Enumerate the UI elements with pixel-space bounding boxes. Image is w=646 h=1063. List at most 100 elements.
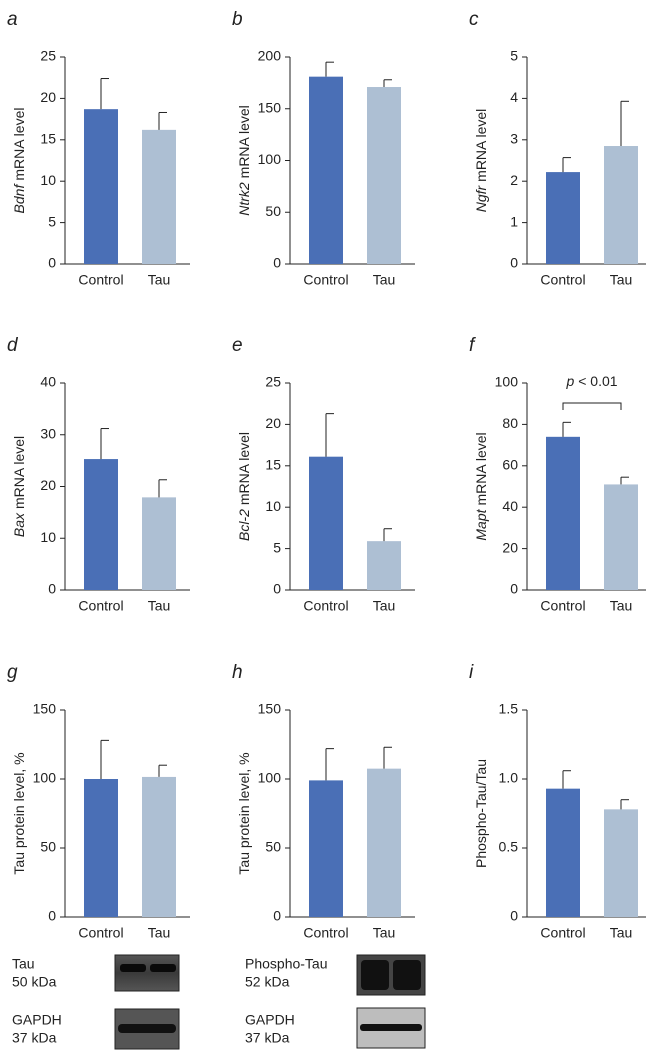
y-tick-label: 5 (48, 213, 56, 229)
blot-mass: 50 kDa (12, 974, 57, 990)
y-tick-label: 10 (265, 498, 281, 514)
panel-label: f (469, 335, 476, 356)
y-axis-label-text: mRNA level (473, 432, 489, 505)
y-axis-label: Phospho-Tau/Tau (473, 759, 489, 868)
y-tick-label: 0 (273, 581, 281, 597)
y-tick-label: 30 (40, 425, 56, 441)
y-tick-label: 100 (33, 770, 57, 786)
y-tick-label: 0 (48, 908, 56, 924)
y-tick-label: 100 (258, 151, 282, 167)
y-tick-label: 100 (495, 374, 519, 390)
bar (84, 459, 118, 590)
x-tick-label: Control (540, 925, 585, 941)
y-axis-label-text: mRNA level (473, 109, 489, 182)
y-axis-label: Tau protein level, % (236, 752, 252, 874)
x-tick-label: Tau (373, 598, 396, 614)
y-axis-label: Ngfr mRNA level (473, 109, 489, 213)
page: {"chart_data": [ {"type": "bar", "panel_… (0, 0, 646, 1063)
y-tick-label: 5 (510, 48, 518, 64)
y-tick-label: 25 (265, 374, 281, 390)
y-tick-label: 150 (258, 99, 282, 115)
panel-label: g (7, 662, 18, 683)
y-axis-label-text: mRNA level (236, 105, 252, 178)
y-tick-label: 20 (502, 539, 518, 555)
panel-label: d (7, 335, 19, 356)
panel-label: c (469, 9, 479, 30)
x-tick-label: Control (303, 925, 348, 941)
y-tick-label: 20 (265, 415, 281, 431)
y-tick-label: 3 (510, 131, 518, 147)
y-axis-label-text: mRNA level (11, 108, 27, 181)
blot-protein: Phospho-Tau (245, 956, 328, 972)
y-tick-label: 10 (40, 529, 56, 545)
x-tick-label: Control (303, 598, 348, 614)
blot-mass: 37 kDa (12, 1030, 57, 1046)
figure: a0510152025BdnfmRNA levelControlTaub0501… (0, 0, 646, 1063)
x-tick-label: Tau (373, 925, 396, 941)
y-axis-label-gene: Ntrk2 (236, 182, 252, 216)
y-tick-label: 0 (510, 255, 518, 271)
panel-label: a (7, 9, 18, 30)
annotation-symbol: p (565, 373, 574, 389)
y-tick-label: 50 (40, 839, 56, 855)
x-tick-label: Control (78, 272, 123, 288)
y-tick-label: 1.0 (499, 770, 519, 786)
annotation: p< 0.01 (565, 373, 617, 389)
y-tick-label: 15 (40, 131, 56, 147)
bar (604, 809, 638, 917)
y-tick-label: 150 (33, 701, 57, 717)
x-tick-label: Control (78, 598, 123, 614)
x-tick-label: Tau (610, 272, 633, 288)
y-axis-label-text: Tau protein level, % (236, 752, 252, 874)
y-tick-label: 5 (273, 539, 281, 555)
y-axis-label: Bcl-2mRNA level (236, 432, 252, 541)
bar (367, 769, 401, 917)
blot-mass: 52 kDa (245, 974, 290, 990)
y-tick-label: 50 (265, 203, 281, 219)
y-axis-label-gene: Ngfr (473, 185, 489, 213)
y-axis-label-text: Phospho-Tau/Tau (473, 759, 489, 868)
y-tick-label: 1.5 (499, 701, 519, 717)
annotation-text: < 0.01 (578, 373, 618, 389)
y-tick-label: 25 (40, 48, 56, 64)
x-tick-label: Tau (148, 598, 171, 614)
panel-label: h (232, 662, 243, 683)
blot-protein: GAPDH (245, 1012, 295, 1028)
y-tick-label: 0 (273, 255, 281, 271)
bar (546, 789, 580, 917)
bar (309, 77, 343, 264)
x-tick-label: Tau (148, 925, 171, 941)
bar (84, 779, 118, 917)
y-axis-label-gene: Bax (11, 512, 27, 537)
bar (309, 780, 343, 917)
bar (142, 777, 176, 917)
bar (142, 130, 176, 264)
y-tick-label: 50 (265, 839, 281, 855)
y-tick-label: 20 (40, 477, 56, 493)
y-axis-label: BaxmRNA level (11, 436, 27, 537)
x-tick-label: Control (540, 598, 585, 614)
blot-mass: 37 kDa (245, 1030, 290, 1046)
y-tick-label: 200 (258, 48, 282, 64)
y-axis-label-text: Tau protein level, % (11, 752, 27, 874)
bar (84, 109, 118, 264)
significance-bracket (563, 403, 621, 410)
y-axis-label-gene: Mapt (473, 508, 489, 540)
y-axis-label-gene: Bdnf (11, 183, 27, 214)
y-axis-label-text: mRNA level (236, 432, 252, 505)
panel-label: e (232, 335, 243, 356)
y-tick-label: 150 (258, 701, 282, 717)
bar (309, 457, 343, 590)
x-tick-label: Control (78, 925, 123, 941)
y-tick-label: 0 (48, 581, 56, 597)
x-tick-label: Tau (610, 925, 633, 941)
bar (142, 497, 176, 590)
y-tick-label: 0 (273, 908, 281, 924)
y-tick-label: 0 (510, 908, 518, 924)
bar (367, 541, 401, 590)
y-axis-label: Tau protein level, % (11, 752, 27, 874)
y-axis-label: Mapt mRNA level (473, 432, 489, 540)
bar (604, 484, 638, 590)
x-tick-label: Tau (148, 272, 171, 288)
y-axis-label: Ntrk2 mRNA level (236, 105, 252, 216)
